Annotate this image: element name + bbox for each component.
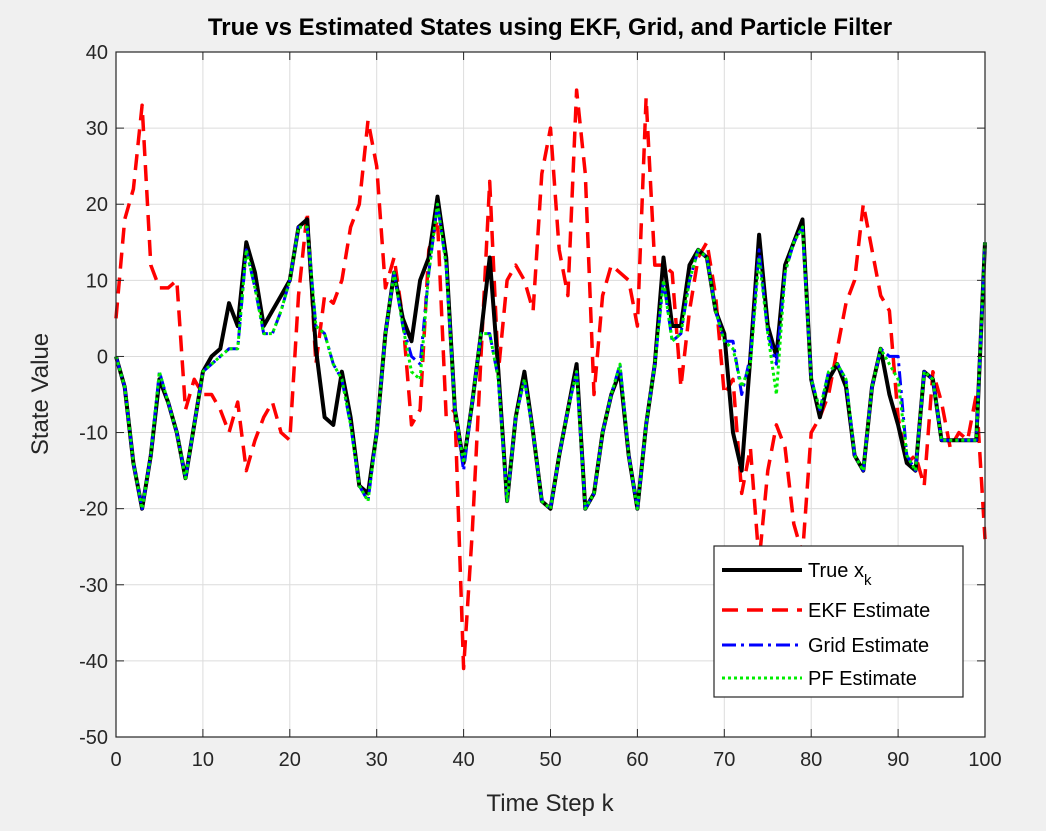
x-tick-label-20: 20 xyxy=(279,749,301,771)
y-tick-label--10: -10 xyxy=(79,423,108,445)
axis-ticks xyxy=(115,51,986,738)
tick-labels: 0 10 20 30 40 50 60 70 80 90 100 -50 -40 -30 -20 -10 0 10… xyxy=(79,42,1002,771)
x-tick-label-80: 80 xyxy=(800,749,822,771)
series-line-pf-estimate xyxy=(114,202,987,511)
x-tick-label-90: 90 xyxy=(887,749,909,771)
y-tick-label--30: -30 xyxy=(79,575,108,597)
legend: True xk EKF Estimate Grid Estimate PF Es… xyxy=(713,545,964,698)
x-tick-label-70: 70 xyxy=(713,749,735,771)
y-tick-label-0: 0 xyxy=(97,346,108,368)
x-tick-label-100: 100 xyxy=(968,749,1001,771)
x-tick-label-60: 60 xyxy=(626,749,648,771)
y-tick-label--50: -50 xyxy=(79,727,108,749)
series-line-ekf-estimate xyxy=(114,88,987,671)
legend-label-true-main: True x xyxy=(808,560,864,582)
y-tick-label-40: 40 xyxy=(86,42,108,64)
legend-label-ekf: EKF Estimate xyxy=(808,600,930,622)
x-tick-label-10: 10 xyxy=(192,749,214,771)
y-tick-label--40: -40 xyxy=(79,651,108,673)
series-lines xyxy=(114,88,987,671)
x-tick-label-50: 50 xyxy=(539,749,561,771)
y-tick-label-30: 30 xyxy=(86,118,108,140)
y-tick-label--20: -20 xyxy=(79,499,108,521)
x-axis-label: Time Step k xyxy=(486,790,614,817)
chart-title: True vs Estimated States using EKF, Grid… xyxy=(208,14,892,41)
legend-label-true: True xk xyxy=(808,560,872,589)
y-tick-label-20: 20 xyxy=(86,194,108,216)
y-axis-label: State Value xyxy=(27,333,54,455)
legend-label-pf: PF Estimate xyxy=(808,668,917,690)
x-tick-label-40: 40 xyxy=(452,749,474,771)
legend-label-grid: Grid Estimate xyxy=(808,635,929,657)
y-tick-label-10: 10 xyxy=(86,270,108,292)
x-tick-label-30: 30 xyxy=(366,749,388,771)
legend-label-true-subscript: k xyxy=(864,572,872,589)
x-tick-label-0: 0 xyxy=(110,749,121,771)
